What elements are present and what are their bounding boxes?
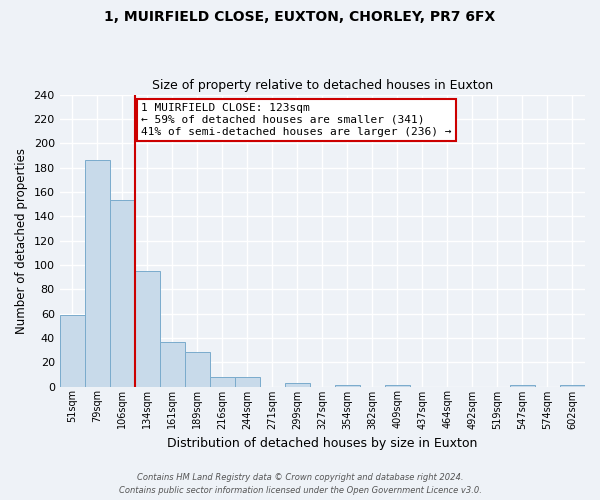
Bar (110, 200, 135, 386)
Text: 1 MUIRFIELD CLOSE: 123sqm
← 59% of detached houses are smaller (341)
41% of semi: 1 MUIRFIELD CLOSE: 123sqm ← 59% of detac… (141, 104, 452, 136)
Bar (59, 314, 85, 386)
Bar (85, 160, 110, 386)
Y-axis label: Number of detached properties: Number of detached properties (15, 148, 28, 334)
Bar (285, 383, 310, 386)
Bar (235, 377, 260, 386)
Bar (210, 377, 235, 386)
Text: Contains HM Land Registry data © Crown copyright and database right 2024.
Contai: Contains HM Land Registry data © Crown c… (119, 474, 481, 495)
Bar (160, 342, 185, 386)
X-axis label: Distribution of detached houses by size in Euxton: Distribution of detached houses by size … (167, 437, 478, 450)
Text: 1, MUIRFIELD CLOSE, EUXTON, CHORLEY, PR7 6FX: 1, MUIRFIELD CLOSE, EUXTON, CHORLEY, PR7… (104, 10, 496, 24)
Title: Size of property relative to detached houses in Euxton: Size of property relative to detached ho… (152, 79, 493, 92)
Bar (185, 352, 210, 386)
Bar (135, 271, 160, 386)
